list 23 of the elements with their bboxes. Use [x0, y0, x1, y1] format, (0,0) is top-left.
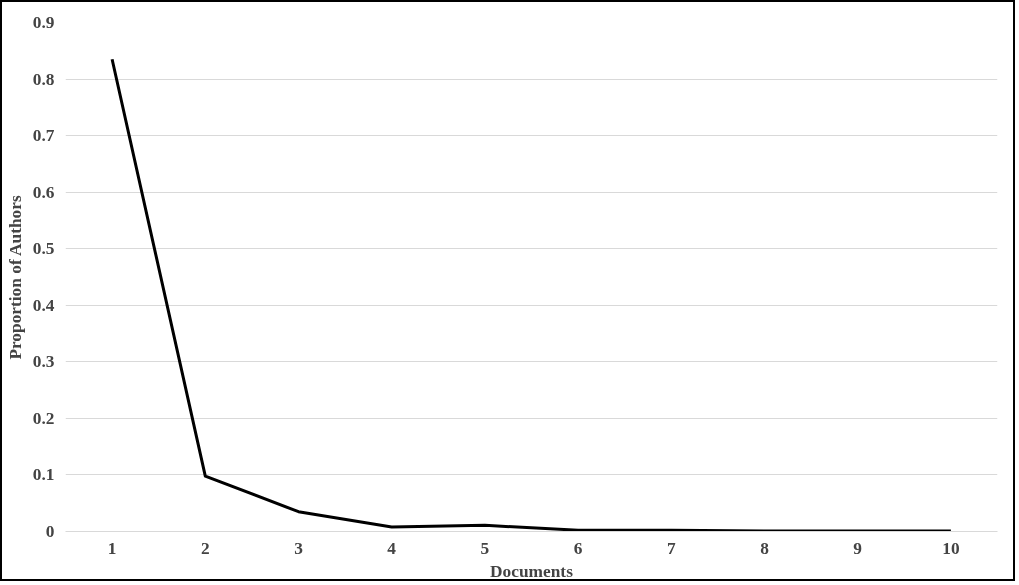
- x-tick-label: 7: [666, 538, 676, 558]
- x-tick-label: 8: [760, 538, 770, 558]
- x-tick-label: 2: [200, 538, 210, 558]
- x-axis-title: Documents: [490, 561, 574, 581]
- y-tick-label: 0: [45, 522, 55, 541]
- y-tick-label: 0.9: [32, 13, 55, 32]
- y-axis-title: Proportion of Authors: [5, 195, 25, 360]
- x-tick-label: 4: [387, 538, 397, 558]
- x-tick-label: 6: [573, 538, 583, 558]
- y-tick-label: 0.2: [32, 408, 55, 428]
- y-tick-label: 0.1: [32, 465, 55, 485]
- y-tick-label: 0.3: [32, 352, 55, 372]
- y-tick-label: 0.5: [32, 239, 55, 259]
- y-tick-label: 0.7: [32, 126, 55, 146]
- y-tick-label: 0.6: [32, 182, 55, 202]
- x-tick-label: 5: [480, 538, 490, 558]
- line-series: [110, 57, 953, 532]
- x-tick-label: 10: [942, 538, 960, 558]
- x-tick-label: 3: [294, 538, 304, 558]
- x-tick-label: 1: [107, 538, 117, 558]
- y-tick-label: 0.4: [32, 295, 55, 315]
- x-tick-label: 9: [853, 538, 863, 558]
- y-tick-label: 0.8: [32, 69, 55, 89]
